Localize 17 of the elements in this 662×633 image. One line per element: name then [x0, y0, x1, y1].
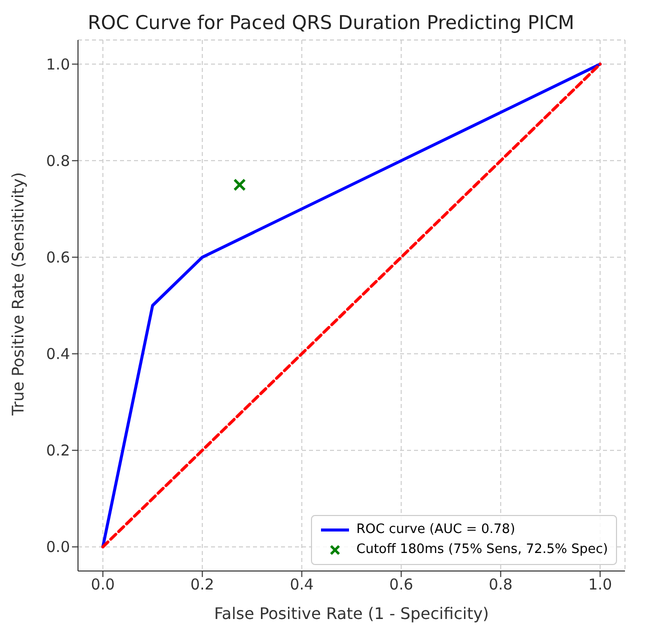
- x-axis-title: False Positive Rate (1 - Specificity): [214, 604, 489, 623]
- y-tick-label: 0.8: [46, 152, 70, 170]
- x-tick-label: 0.2: [190, 576, 214, 594]
- x-tick-label: 1.0: [588, 576, 612, 594]
- y-tick-label: 0.4: [46, 345, 70, 364]
- y-tick-label: 0.0: [46, 538, 70, 556]
- legend-label: ROC curve (AUC = 0.78): [356, 521, 516, 539]
- y-tick-label: 0.6: [46, 248, 70, 267]
- y-tick-label: 1.0: [46, 55, 70, 74]
- x-tick-label: 0.0: [90, 576, 115, 594]
- y-tick-label: 0.2: [46, 442, 70, 460]
- y-axis-title: True Positive Rate (Sensitivity): [8, 172, 28, 416]
- x-tick-label: 0.6: [389, 576, 414, 594]
- chart-title: ROC Curve for Paced QRS Duration Predicting PICM: [86, 12, 576, 34]
- x-tick-label: 0.4: [290, 576, 314, 594]
- legend-label: Cutoff 180ms (75% Sens, 72.5% Spec): [356, 541, 608, 559]
- x-tick-label: 0.8: [488, 576, 513, 594]
